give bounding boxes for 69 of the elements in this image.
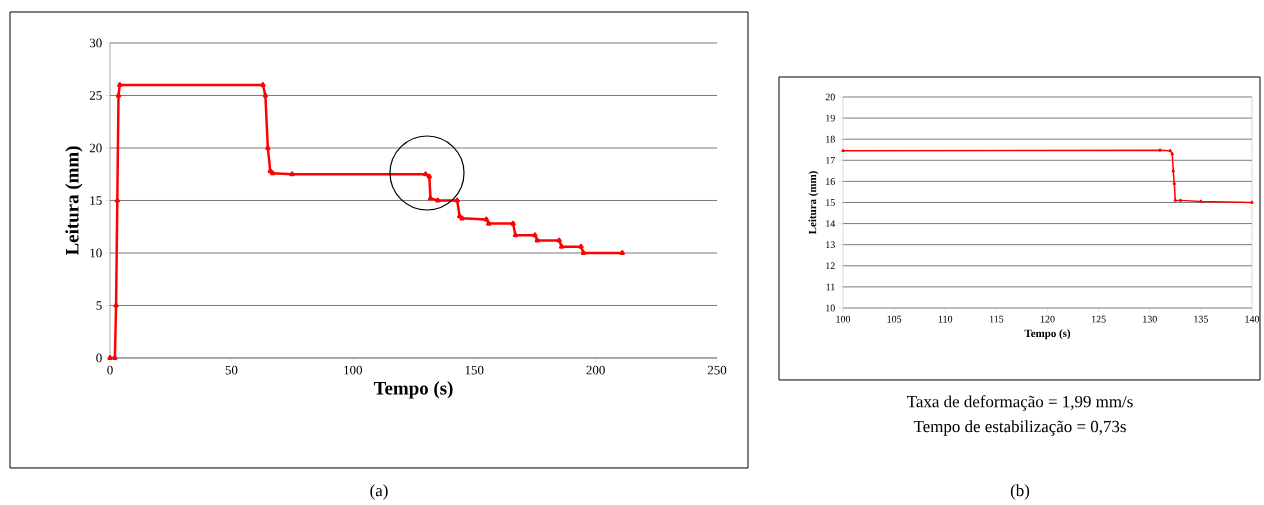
point [107,355,113,361]
y-tick-label: 13 [826,241,835,249]
y-tick-label: 10 [826,304,835,312]
point [260,82,266,88]
point [112,355,118,361]
point [265,145,271,151]
point [270,170,276,176]
x-tick-label: 150 [465,365,484,375]
x-tick-label: 115 [989,315,1004,323]
x-tick-label: 135 [1194,315,1208,323]
text: (b) [1010,484,1030,500]
x-tick-label: 130 [1143,315,1157,323]
point [289,171,295,177]
y-tick-label: 20 [825,93,835,101]
y-tick-label: 15 [90,196,102,205]
y-tick-label: 18 [826,135,835,143]
y-tick-label: 14 [826,220,836,227]
x-tick-label: 105 [887,315,902,323]
point [435,197,441,203]
point [558,243,565,249]
point [423,171,429,177]
point [532,232,538,238]
point [556,237,562,243]
x-tick-label: 110 [938,315,953,323]
point [115,92,122,98]
y-tick-label: 17 [826,157,835,164]
x-axis-title: Tempo (s) [1024,329,1071,340]
y-tick-label: 10 [90,248,102,258]
point [512,232,519,238]
point [426,173,432,179]
y-axis-title: Leitura (mm) [808,171,819,235]
x-tick-label: 120 [1040,315,1055,323]
point [486,220,492,226]
y-tick-label: 0 [96,353,102,363]
x-axis-title: Tempo (s) [373,381,453,399]
point [114,197,120,203]
point [117,82,123,88]
y-tick-label: 11 [826,283,835,291]
point [427,195,434,201]
x-tick-label: 140 [1245,315,1260,323]
x-tick-label: 125 [1092,315,1106,323]
point [483,216,489,222]
x-tick-label: 50 [225,365,238,375]
text: Taxa de deformação = 1,99 mm/s [907,395,1133,411]
y-tick-label: 30 [89,38,102,48]
x-tick-label: 100 [344,365,363,375]
y-tick-label: 19 [826,114,835,122]
y-axis-title: Leitura (mm) [65,146,83,256]
point [619,250,625,256]
point [454,197,460,203]
y-tick-label: 20 [89,143,102,153]
point [267,168,273,174]
point [534,237,540,243]
y-tick-label: 16 [826,178,835,185]
point [578,243,584,249]
point [262,92,269,98]
x-tick-label: 0 [107,365,113,375]
y-tick-label: 12 [826,262,835,270]
y-tick-label: 25 [89,91,102,100]
x-tick-label: 250 [707,365,727,375]
point [510,220,516,226]
y-tick-label: 15 [826,199,835,206]
x-tick-label: 200 [586,365,605,375]
point [580,250,587,256]
text: (a) [370,484,388,500]
text: Tempo de estabilização = 0,73s [913,420,1126,436]
point [113,302,119,308]
x-tick-label: 100 [836,315,851,323]
y-tick-label: 5 [96,301,102,310]
